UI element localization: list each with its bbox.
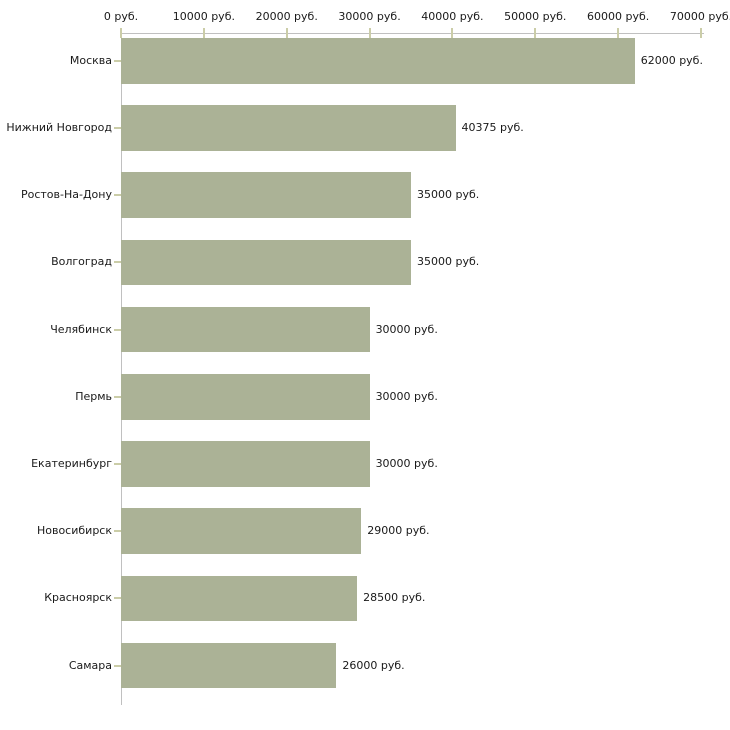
bar xyxy=(121,306,370,353)
bar-row: Волгоград 35000 руб. xyxy=(0,239,730,286)
bar-row: Москва 62000 руб. xyxy=(0,38,730,84)
category-label: Екатеринбург xyxy=(31,456,112,470)
category-label: Челябинск xyxy=(50,322,112,336)
y-axis-tick-mark xyxy=(114,597,121,600)
y-axis-tick-mark xyxy=(114,462,121,465)
bar xyxy=(121,172,411,218)
x-axis-tick-mark xyxy=(202,28,205,38)
x-axis-tick-label: 50000 руб. xyxy=(504,10,567,23)
x-axis-tick-label: 70000 руб. xyxy=(669,10,730,23)
category-label: Новосибирск xyxy=(36,524,112,538)
y-axis-line xyxy=(121,33,122,705)
category-label: Самара xyxy=(68,658,112,672)
bar xyxy=(121,105,456,151)
value-label: 35000 руб. xyxy=(417,188,480,202)
x-axis-tick-label: 60000 руб. xyxy=(587,10,650,23)
x-axis-tick-mark xyxy=(451,28,454,38)
bar-row: Самара 26000 руб. xyxy=(0,642,730,689)
value-label: 30000 руб. xyxy=(375,389,438,403)
x-axis-tick-mark xyxy=(534,28,537,38)
y-axis-tick-mark xyxy=(114,126,121,129)
value-label: 30000 руб. xyxy=(375,456,438,470)
value-label: 35000 руб. xyxy=(417,255,480,269)
bar xyxy=(121,239,411,286)
x-axis-line xyxy=(121,33,704,34)
category-label: Волгоград xyxy=(51,255,112,269)
bar xyxy=(121,38,635,84)
bar-row: Челябинск 30000 руб. xyxy=(0,306,730,353)
x-axis-tick-label: 40000 руб. xyxy=(421,10,484,23)
x-axis-tick-label: 30000 руб. xyxy=(338,10,401,23)
bar xyxy=(121,575,358,622)
bar-row: Нижний Новгород 40375 руб. xyxy=(0,105,730,151)
y-axis-tick-mark xyxy=(114,59,121,62)
bar-row: Новосибирск 29000 руб. xyxy=(0,508,730,554)
category-label: Ростов-На-Дону xyxy=(20,188,112,202)
bar-row: Ростов-На-Дону 35000 руб. xyxy=(0,172,730,218)
x-axis-tick-label: 10000 руб. xyxy=(172,10,235,23)
category-label: Нижний Новгород xyxy=(6,120,112,134)
category-label: Красноярск xyxy=(44,591,112,605)
value-label: 28500 руб. xyxy=(363,591,426,605)
y-axis-tick-mark xyxy=(114,261,121,264)
value-label: 62000 руб. xyxy=(640,53,703,67)
x-axis-tick-label: 20000 руб. xyxy=(255,10,318,23)
category-label: Москва xyxy=(69,53,112,67)
bar xyxy=(121,642,337,689)
x-axis-tick-mark xyxy=(120,28,122,38)
bar-row: Пермь 30000 руб. xyxy=(0,374,730,420)
value-label: 29000 руб. xyxy=(367,524,430,538)
value-label: 40375 руб. xyxy=(461,120,524,134)
y-axis-tick-mark xyxy=(114,328,121,331)
bar-row: Екатеринбург 30000 руб. xyxy=(0,441,730,487)
y-axis-tick-mark xyxy=(114,664,121,667)
x-axis-tick-mark xyxy=(700,28,702,38)
bar xyxy=(121,508,362,554)
x-axis-tick-mark xyxy=(617,28,620,38)
y-axis-tick-mark xyxy=(114,194,121,197)
value-label: 30000 руб. xyxy=(375,322,438,336)
bar xyxy=(121,441,370,487)
y-axis-tick-mark xyxy=(114,395,121,398)
x-axis-tick-mark xyxy=(368,28,371,38)
x-axis-tick-mark xyxy=(285,28,288,38)
bar-row: Красноярск 28500 руб. xyxy=(0,575,730,622)
x-axis-tick-label: 0 руб. xyxy=(103,10,139,23)
y-axis-tick-mark xyxy=(114,530,121,533)
bar xyxy=(121,374,370,420)
value-label: 26000 руб. xyxy=(342,658,405,672)
category-label: Пермь xyxy=(75,389,112,403)
